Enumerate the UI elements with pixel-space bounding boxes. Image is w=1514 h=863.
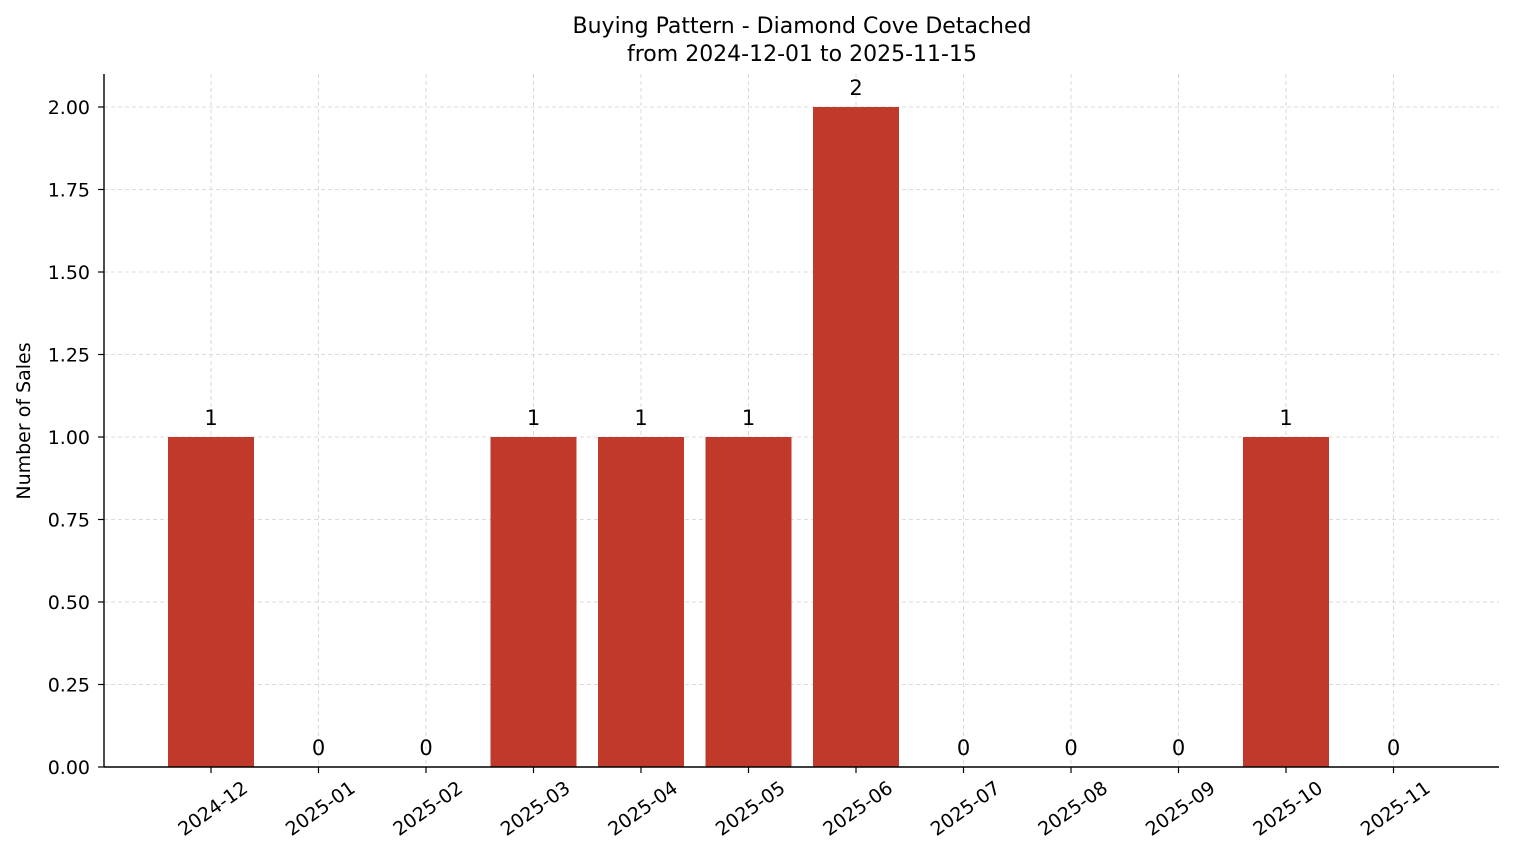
- bar-value-label: 1: [1279, 406, 1292, 430]
- x-tick-label: 2025-01: [282, 777, 360, 841]
- bar: [490, 437, 577, 767]
- bar-value-label: 0: [1387, 736, 1400, 760]
- bars: [168, 107, 1329, 767]
- x-tick-label: 2025-10: [1249, 777, 1327, 841]
- data-labels: 1 0 0 1 1 1 2 0 0 0 1 0: [204, 76, 1400, 760]
- bar-value-label: 1: [527, 406, 540, 430]
- x-tick-label: 2025-07: [927, 777, 1005, 841]
- bar-value-label: 0: [1064, 736, 1077, 760]
- y-tick-label: 0.00: [48, 757, 90, 779]
- y-tick-label: 1.50: [48, 262, 90, 284]
- bar-value-label: 0: [419, 736, 432, 760]
- bar-value-label: 1: [634, 406, 647, 430]
- bar-value-label: 0: [1172, 736, 1185, 760]
- bar-value-label: 1: [742, 406, 755, 430]
- x-tick-label: 2025-05: [712, 777, 790, 841]
- x-tick-label: 2025-08: [1034, 777, 1112, 841]
- y-tick-label: 0.25: [48, 675, 90, 697]
- x-axis-ticks: 2024-12 2025-01 2025-02 2025-03 2025-04 2025-…: [174, 767, 1434, 841]
- x-tick-label: 2025-06: [819, 777, 897, 841]
- chart-title: Buying Pattern - Diamond Cove Detached: [573, 14, 1032, 39]
- bar: [598, 437, 684, 767]
- y-tick-label: 0.75: [48, 510, 90, 532]
- y-axis-label: Number of Sales: [13, 342, 35, 499]
- y-axis-ticks: 0.00 0.25 0.50 0.75 1.00 1.25 1.50 1.75 2.00: [48, 97, 104, 779]
- chart-subtitle: from 2024-12-01 to 2025-11-15: [627, 42, 977, 67]
- bar: [168, 437, 254, 767]
- y-tick-label: 1.00: [48, 427, 90, 449]
- x-tick-label: 2025-03: [497, 777, 575, 841]
- y-tick-label: 1.25: [48, 345, 90, 367]
- bar-value-label: 0: [957, 736, 970, 760]
- x-tick-label: 2025-11: [1357, 777, 1435, 841]
- bar: [1243, 437, 1329, 767]
- y-tick-label: 2.00: [48, 97, 90, 119]
- bar-value-label: 2: [849, 76, 862, 100]
- bar: [813, 107, 899, 767]
- y-tick-label: 0.50: [48, 592, 90, 614]
- bar-value-label: 1: [204, 406, 217, 430]
- x-tick-label: 2025-04: [604, 777, 682, 841]
- x-tick-label: 2024-12: [174, 777, 252, 841]
- x-tick-label: 2025-09: [1142, 777, 1220, 841]
- x-tick-label: 2025-02: [389, 777, 467, 841]
- y-tick-label: 1.75: [48, 180, 90, 202]
- bar: [705, 437, 792, 767]
- bar-value-label: 0: [312, 736, 325, 760]
